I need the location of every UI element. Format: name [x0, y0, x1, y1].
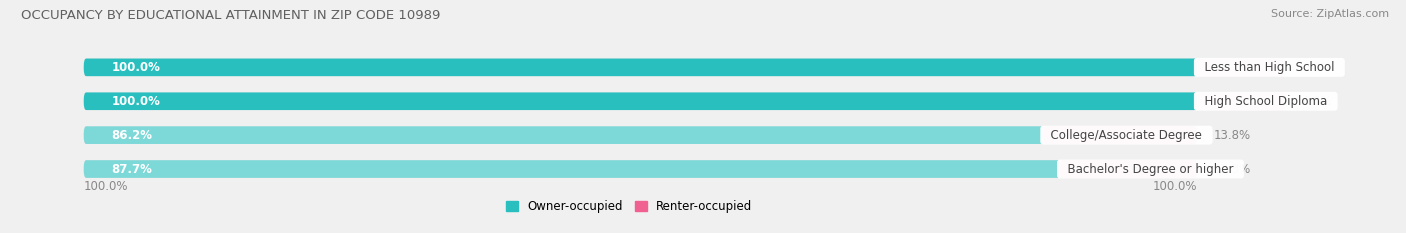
Text: 86.2%: 86.2% [111, 129, 153, 142]
FancyBboxPatch shape [84, 58, 1197, 76]
FancyBboxPatch shape [1060, 160, 1197, 178]
Text: 0.0%: 0.0% [1302, 61, 1333, 74]
Legend: Owner-occupied, Renter-occupied: Owner-occupied, Renter-occupied [502, 195, 756, 218]
FancyBboxPatch shape [1197, 93, 1286, 110]
Text: 12.3%: 12.3% [1213, 163, 1251, 175]
Text: 13.8%: 13.8% [1213, 129, 1251, 142]
FancyBboxPatch shape [84, 93, 1197, 110]
FancyBboxPatch shape [84, 126, 1197, 144]
Text: High School Diploma: High School Diploma [1197, 95, 1334, 108]
FancyBboxPatch shape [84, 126, 1043, 144]
Text: Source: ZipAtlas.com: Source: ZipAtlas.com [1271, 9, 1389, 19]
Text: 100.0%: 100.0% [111, 61, 160, 74]
FancyBboxPatch shape [1197, 58, 1286, 76]
Text: Less than High School: Less than High School [1197, 61, 1341, 74]
Text: 100.0%: 100.0% [111, 95, 160, 108]
FancyBboxPatch shape [84, 160, 1197, 178]
Text: 100.0%: 100.0% [1153, 180, 1197, 193]
Text: 0.0%: 0.0% [1302, 95, 1333, 108]
FancyBboxPatch shape [84, 58, 1197, 76]
Text: 100.0%: 100.0% [84, 180, 128, 193]
FancyBboxPatch shape [1043, 126, 1197, 144]
Text: OCCUPANCY BY EDUCATIONAL ATTAINMENT IN ZIP CODE 10989: OCCUPANCY BY EDUCATIONAL ATTAINMENT IN Z… [21, 9, 440, 22]
Text: Bachelor's Degree or higher: Bachelor's Degree or higher [1060, 163, 1241, 175]
Text: 87.7%: 87.7% [111, 163, 152, 175]
Text: College/Associate Degree: College/Associate Degree [1043, 129, 1209, 142]
FancyBboxPatch shape [84, 93, 1197, 110]
FancyBboxPatch shape [84, 160, 1060, 178]
